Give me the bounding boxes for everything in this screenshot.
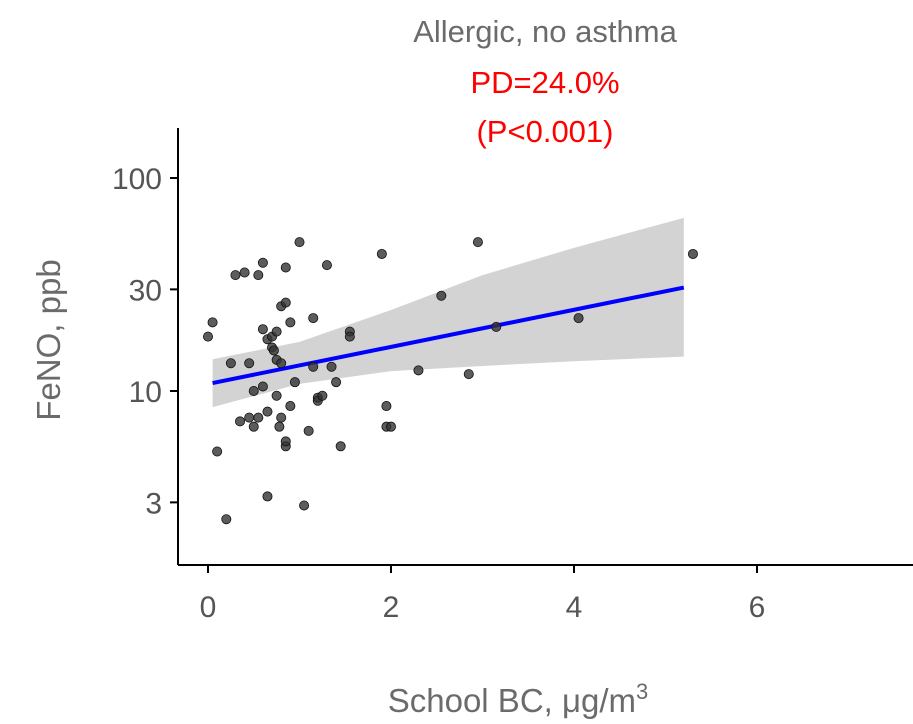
data-point-40 [308,313,319,324]
data-point-4 [225,358,236,369]
data-point-37 [294,237,305,248]
y-axis-label: FeNO, ppb [30,259,67,420]
chart-subtitle-line-2: (P<0.001) [476,114,613,149]
regression-line [212,285,685,385]
data-point-51 [376,248,387,259]
y-tick-label: 30 [129,274,162,307]
data-point-57 [463,369,474,380]
x-tick-label: 2 [383,591,400,624]
data-point-41 [308,361,319,372]
data-point-31 [280,297,291,308]
x-tick-label: 4 [566,591,583,624]
data-point-8 [244,412,255,423]
data-point-16 [257,381,268,392]
data-points [202,237,698,525]
data-point-10 [248,385,259,396]
data-point-55 [413,365,424,376]
data-point-25 [271,390,282,401]
data-point-7 [239,267,250,278]
data-point-60 [573,313,584,324]
y-tick-label: 10 [129,376,162,409]
data-point-12 [253,412,264,423]
data-point-3 [221,514,232,525]
data-point-2 [212,446,223,457]
data-point-59 [491,321,502,332]
data-point-54 [385,421,396,432]
data-point-58 [472,237,483,248]
data-point-15 [257,324,268,335]
x-axis-label-main: School BC, μg/m [388,682,636,719]
data-point-44 [317,390,328,401]
data-point-17 [262,406,273,417]
chart-subtitle-line-1: PD=24.0% [470,65,619,100]
data-point-29 [276,358,287,369]
confidence-band [212,217,684,408]
data-point-38 [299,500,310,511]
data-point-50 [344,331,355,342]
data-point-11 [248,421,259,432]
data-point-47 [331,377,342,388]
data-point-0 [202,331,213,342]
data-point-61 [687,248,698,259]
chart-title: Allergic, no asthma [413,14,677,49]
y-tick-label: 3 [145,487,162,520]
data-point-35 [285,401,296,412]
data-point-36 [289,377,300,388]
data-point-14 [257,257,268,268]
data-point-46 [326,361,337,372]
data-point-9 [244,358,255,369]
data-point-48 [335,441,346,452]
x-ticks: 0 2 4 6 [200,565,766,624]
x-tick-label: 0 [200,591,217,624]
data-point-45 [321,260,332,271]
data-point-18 [262,491,273,502]
data-point-39 [303,425,314,436]
data-point-52 [381,401,392,412]
fit-line [212,285,685,385]
data-point-5 [230,270,241,281]
data-point-27 [276,412,287,423]
x-axis-label: School BC, μg/m3 [388,679,649,719]
y-tick-label: 100 [112,163,162,196]
x-tick-label: 6 [749,591,766,624]
data-point-23 [271,326,282,337]
x-axis-label-superscript: 3 [636,679,648,704]
data-point-6 [235,416,246,427]
confidence-band-area [212,217,684,408]
data-point-22 [268,345,279,356]
data-point-34 [285,317,296,328]
data-point-30 [280,262,291,273]
data-point-56 [436,290,447,301]
data-point-1 [207,317,218,328]
data-point-33 [280,436,291,447]
data-point-26 [274,421,285,432]
y-ticks: 3 10 30 100 [112,163,178,520]
data-point-13 [253,270,264,281]
